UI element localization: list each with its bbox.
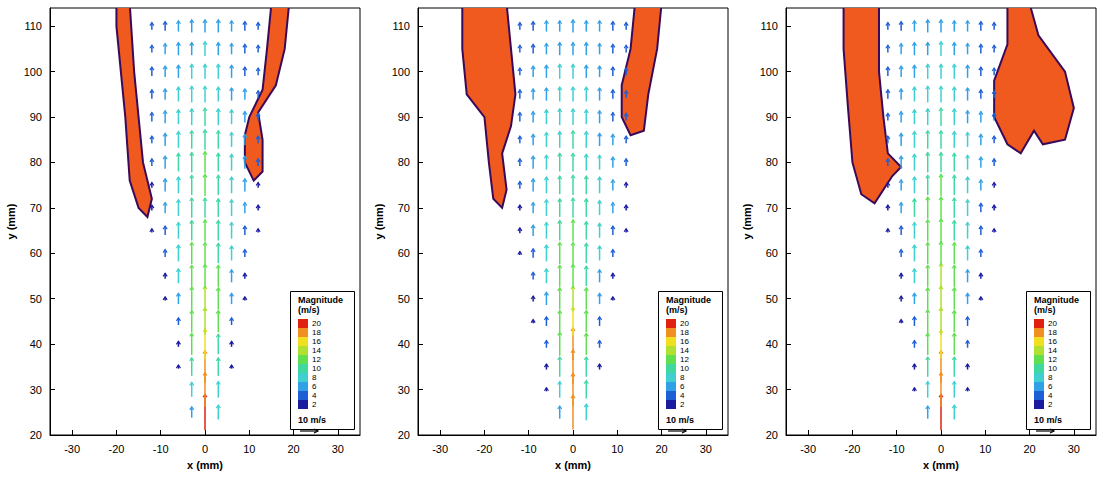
svg-text:10: 10 bbox=[979, 443, 991, 455]
svg-text:20: 20 bbox=[1023, 443, 1035, 455]
svg-text:60: 60 bbox=[766, 247, 778, 259]
svg-text:30: 30 bbox=[398, 384, 410, 396]
svg-text:16: 16 bbox=[1048, 337, 1057, 346]
svg-text:-20: -20 bbox=[476, 443, 492, 455]
svg-text:100: 100 bbox=[24, 66, 42, 78]
svg-text:12: 12 bbox=[680, 355, 689, 364]
svg-text:10: 10 bbox=[243, 443, 255, 455]
svg-text:0: 0 bbox=[938, 443, 944, 455]
svg-text:30: 30 bbox=[30, 384, 42, 396]
svg-text:10 m/s: 10 m/s bbox=[666, 415, 694, 425]
svg-text:y (mm): y (mm) bbox=[5, 203, 17, 239]
svg-text:8: 8 bbox=[312, 373, 317, 382]
svg-text:10 m/s: 10 m/s bbox=[298, 415, 326, 425]
svg-text:-30: -30 bbox=[800, 443, 816, 455]
svg-text:8: 8 bbox=[680, 373, 685, 382]
svg-text:y (mm): y (mm) bbox=[741, 203, 753, 239]
svg-text:12: 12 bbox=[312, 355, 321, 364]
svg-text:50: 50 bbox=[30, 293, 42, 305]
svg-text:10: 10 bbox=[1048, 364, 1057, 373]
svg-text:16: 16 bbox=[312, 337, 321, 346]
svg-text:70: 70 bbox=[398, 202, 410, 214]
svg-text:Magnitude: Magnitude bbox=[1034, 295, 1079, 305]
svg-text:20: 20 bbox=[30, 429, 42, 441]
svg-text:0: 0 bbox=[202, 443, 208, 455]
svg-text:30: 30 bbox=[766, 384, 778, 396]
svg-text:30: 30 bbox=[700, 443, 712, 455]
svg-text:(m/s): (m/s) bbox=[666, 305, 688, 315]
svg-text:Magnitude: Magnitude bbox=[298, 295, 343, 305]
svg-text:14: 14 bbox=[1048, 346, 1057, 355]
svg-text:70: 70 bbox=[30, 202, 42, 214]
svg-text:6: 6 bbox=[312, 382, 317, 391]
svg-text:20: 20 bbox=[312, 319, 321, 328]
svg-text:2: 2 bbox=[312, 400, 317, 409]
svg-text:110: 110 bbox=[760, 20, 778, 32]
svg-text:14: 14 bbox=[312, 346, 321, 355]
svg-text:4: 4 bbox=[1048, 391, 1053, 400]
svg-text:80: 80 bbox=[30, 156, 42, 168]
svg-text:50: 50 bbox=[766, 293, 778, 305]
svg-text:(m/s): (m/s) bbox=[298, 305, 320, 315]
svg-text:x (mm): x (mm) bbox=[555, 459, 591, 471]
svg-text:40: 40 bbox=[766, 338, 778, 350]
svg-text:90: 90 bbox=[398, 111, 410, 123]
svg-text:6: 6 bbox=[1048, 382, 1053, 391]
svg-text:20: 20 bbox=[287, 443, 299, 455]
svg-text:-20: -20 bbox=[108, 443, 124, 455]
svg-text:20: 20 bbox=[398, 429, 410, 441]
svg-text:110: 110 bbox=[24, 20, 42, 32]
svg-text:2: 2 bbox=[680, 400, 685, 409]
svg-text:20: 20 bbox=[1048, 319, 1057, 328]
svg-text:2: 2 bbox=[1048, 400, 1053, 409]
svg-text:40: 40 bbox=[398, 338, 410, 350]
svg-text:100: 100 bbox=[392, 66, 410, 78]
svg-text:20: 20 bbox=[655, 443, 667, 455]
svg-text:80: 80 bbox=[398, 156, 410, 168]
svg-text:x (mm): x (mm) bbox=[187, 459, 223, 471]
svg-text:(m/s): (m/s) bbox=[1034, 305, 1056, 315]
svg-text:18: 18 bbox=[1048, 328, 1057, 337]
svg-text:4: 4 bbox=[680, 391, 685, 400]
svg-text:110: 110 bbox=[392, 20, 410, 32]
svg-text:y (mm): y (mm) bbox=[373, 203, 385, 239]
svg-text:0: 0 bbox=[570, 443, 576, 455]
svg-text:80: 80 bbox=[766, 156, 778, 168]
svg-text:30: 30 bbox=[1068, 443, 1080, 455]
svg-text:-10: -10 bbox=[521, 443, 537, 455]
svg-text:40: 40 bbox=[30, 338, 42, 350]
svg-text:14: 14 bbox=[680, 346, 689, 355]
svg-text:30: 30 bbox=[332, 443, 344, 455]
svg-text:-20: -20 bbox=[844, 443, 860, 455]
svg-text:x (mm): x (mm) bbox=[923, 459, 959, 471]
svg-text:-30: -30 bbox=[432, 443, 448, 455]
svg-text:-10: -10 bbox=[153, 443, 169, 455]
svg-text:18: 18 bbox=[680, 328, 689, 337]
svg-text:100: 100 bbox=[760, 66, 778, 78]
svg-text:70: 70 bbox=[766, 202, 778, 214]
svg-text:10: 10 bbox=[680, 364, 689, 373]
svg-text:Magnitude: Magnitude bbox=[666, 295, 711, 305]
svg-text:90: 90 bbox=[30, 111, 42, 123]
svg-text:18: 18 bbox=[312, 328, 321, 337]
svg-text:16: 16 bbox=[680, 337, 689, 346]
svg-text:10: 10 bbox=[312, 364, 321, 373]
svg-text:-10: -10 bbox=[889, 443, 905, 455]
svg-text:90: 90 bbox=[766, 111, 778, 123]
svg-text:4: 4 bbox=[312, 391, 317, 400]
svg-text:10 m/s: 10 m/s bbox=[1034, 415, 1062, 425]
svg-text:8: 8 bbox=[1048, 373, 1053, 382]
svg-text:-30: -30 bbox=[64, 443, 80, 455]
svg-text:12: 12 bbox=[1048, 355, 1057, 364]
svg-text:10: 10 bbox=[611, 443, 623, 455]
svg-text:20: 20 bbox=[680, 319, 689, 328]
svg-text:6: 6 bbox=[680, 382, 685, 391]
svg-text:50: 50 bbox=[398, 293, 410, 305]
svg-text:60: 60 bbox=[398, 247, 410, 259]
svg-text:20: 20 bbox=[766, 429, 778, 441]
svg-text:60: 60 bbox=[30, 247, 42, 259]
